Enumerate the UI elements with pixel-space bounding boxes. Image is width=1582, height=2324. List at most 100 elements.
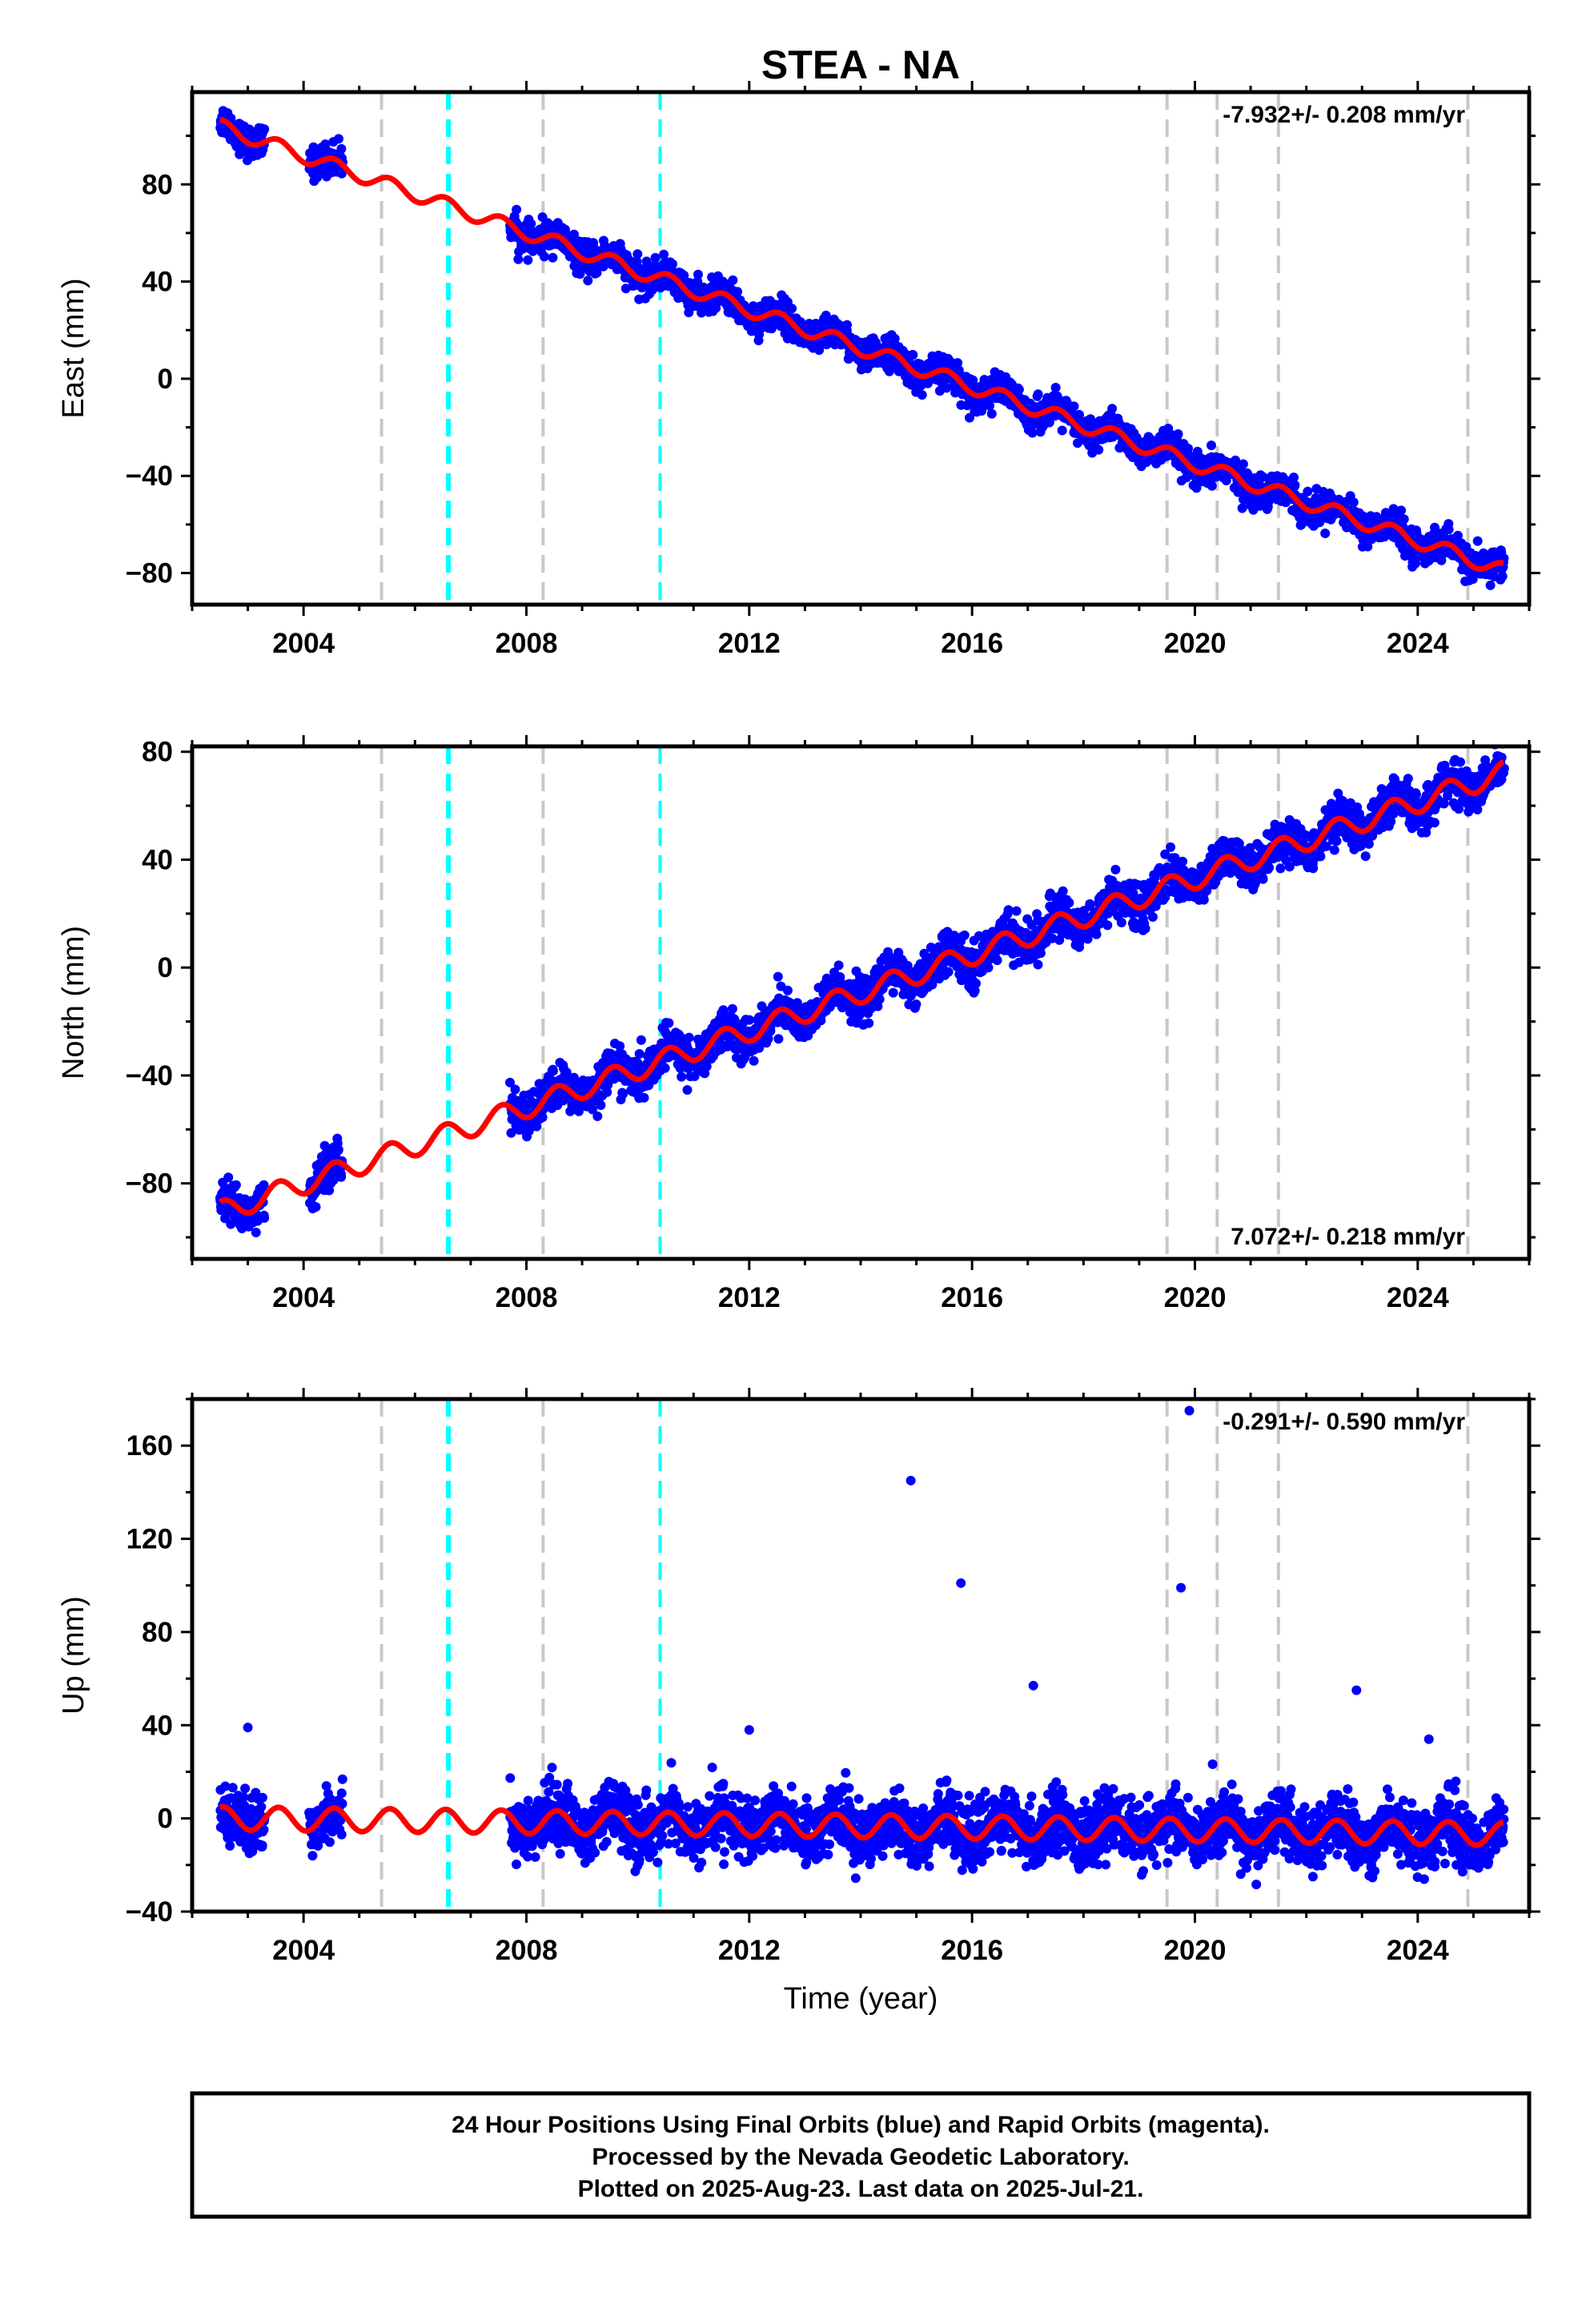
x-tick-label: 2016 — [941, 628, 1003, 659]
data-point — [1320, 529, 1331, 538]
data-point — [602, 1087, 612, 1097]
panels: 2004 2008 2012 2016 2020 2024−80−4004080East … — [57, 81, 1540, 1966]
data-point — [1166, 842, 1176, 852]
data-point — [1411, 558, 1420, 569]
data-point — [1173, 429, 1183, 439]
data-point — [1094, 444, 1104, 455]
data-point — [632, 249, 643, 259]
data-point — [1140, 923, 1150, 934]
data-point — [618, 1089, 628, 1100]
data-point — [664, 1018, 674, 1028]
data-point — [985, 400, 994, 411]
data-point — [888, 987, 898, 998]
data-point — [992, 955, 1002, 966]
data-point — [639, 1092, 649, 1103]
data-point — [336, 168, 347, 179]
data-point — [505, 1077, 515, 1088]
data-point — [650, 252, 661, 263]
data-point — [917, 390, 927, 400]
data-point — [231, 1180, 241, 1190]
data-point — [682, 1085, 693, 1095]
data-point — [874, 994, 885, 1004]
data-point — [842, 320, 852, 330]
x-tick-label: 2024 — [1387, 628, 1449, 659]
data-point — [1363, 541, 1373, 552]
data-point — [1033, 389, 1043, 400]
y-tick-label: 80 — [142, 169, 173, 200]
data-point — [1102, 920, 1113, 931]
data-point — [1116, 918, 1126, 927]
data-point — [1191, 483, 1202, 493]
data-point — [1472, 536, 1483, 546]
data-point — [634, 1049, 644, 1059]
data-point — [908, 350, 918, 360]
data-point — [773, 1034, 784, 1044]
final-orbit-points — [215, 746, 1509, 1237]
data-point — [1396, 505, 1407, 516]
data-point — [569, 229, 579, 239]
data-point — [749, 1055, 759, 1066]
panel-1: 2004 2008 2012 2016 2020 2024−80−4004080North… — [57, 735, 1540, 1313]
data-point — [971, 979, 981, 988]
final-orbit-points — [215, 106, 1509, 590]
data-point — [1289, 472, 1299, 483]
data-point — [1091, 929, 1102, 939]
y-axis-title: East (mm) — [57, 278, 90, 418]
chart-title: STEA - NA — [761, 42, 960, 87]
data-point — [226, 1219, 236, 1229]
data-point — [677, 1072, 687, 1082]
data-point — [729, 1014, 740, 1024]
data-point — [592, 1111, 603, 1121]
data-point — [959, 930, 970, 940]
data-point — [259, 124, 270, 135]
data-point — [592, 267, 602, 278]
data-point — [311, 1202, 321, 1212]
plot-area — [215, 746, 1509, 1259]
data-point — [324, 1185, 335, 1196]
data-point — [733, 287, 743, 297]
data-point — [659, 249, 669, 259]
data-point — [588, 1104, 597, 1115]
data-point — [766, 324, 777, 334]
data-point — [668, 259, 677, 269]
data-point — [953, 358, 963, 368]
data-point — [548, 1066, 558, 1076]
data-point — [660, 1063, 670, 1073]
data-point — [718, 1005, 729, 1015]
y-tick-label: −40 — [126, 460, 173, 492]
data-point — [251, 1228, 261, 1237]
data-point — [647, 285, 657, 296]
data-point — [986, 408, 997, 419]
data-point — [1050, 383, 1061, 392]
data-point — [889, 333, 900, 344]
data-point — [510, 1084, 520, 1095]
data-point — [773, 971, 783, 982]
panel-0: 2004 2008 2012 2016 2020 2024−80−4004080East … — [57, 81, 1540, 659]
data-point — [1207, 480, 1217, 491]
data-point — [1058, 886, 1068, 896]
data-point — [763, 1034, 773, 1043]
data-point — [336, 143, 347, 154]
data-point — [864, 1018, 874, 1028]
data-point — [1147, 912, 1158, 922]
x-tick-label: 2020 — [1164, 628, 1227, 659]
data-point — [1485, 580, 1496, 590]
data-point — [1207, 440, 1216, 451]
data-point — [570, 1077, 580, 1088]
data-point — [1085, 899, 1095, 909]
x-tick-label: 2008 — [496, 628, 558, 659]
data-point — [1011, 906, 1022, 916]
plot-area — [215, 92, 1509, 605]
data-point — [983, 963, 994, 973]
data-point — [693, 269, 703, 279]
data-point — [1057, 425, 1067, 436]
data-point — [1453, 530, 1463, 541]
data-point — [1238, 459, 1248, 469]
data-point — [1069, 401, 1079, 412]
data-point — [1033, 959, 1043, 970]
data-point — [1436, 555, 1447, 565]
y-tick-label: 0 — [158, 364, 173, 395]
velocity-label: -7.932+/- 0.208 mm/yr — [1223, 102, 1465, 128]
data-point — [615, 1041, 625, 1051]
